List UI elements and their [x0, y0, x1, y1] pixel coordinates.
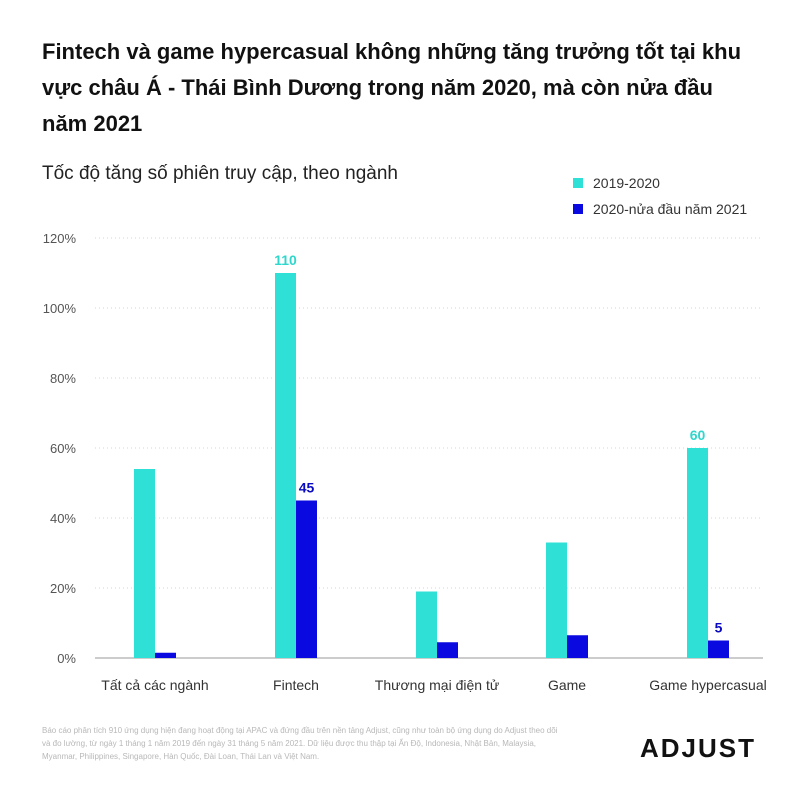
bar-2020-2021 [567, 635, 588, 658]
y-tick-label: 100% [43, 301, 77, 316]
legend-item-2020-2021: 2020-nửa đầu năm 2021 [573, 196, 747, 222]
bar-2020-2021 [296, 500, 317, 658]
data-label: 60 [690, 427, 706, 443]
legend-label-2019-2020: 2019-2020 [593, 175, 660, 191]
bar-2020-2021 [708, 640, 729, 658]
bar-2019-2020 [546, 542, 567, 658]
bar-chart: 0% 20% 40% 60% 80% 100% 120% Tất cả các ngành Fi… [43, 231, 767, 693]
y-tick-label: 120% [43, 231, 77, 246]
legend-label-2020-2021: 2020-nửa đầu năm 2021 [593, 201, 748, 217]
x-tick-label: Thương mại điện tử [375, 677, 499, 693]
bar-2019-2020 [134, 469, 155, 658]
legend: 2019-2020 2020-nửa đầu năm 2021 [573, 170, 747, 222]
bar-2019-2020 [275, 273, 296, 658]
bar-2020-2021 [155, 652, 176, 658]
y-tick-label: 80% [50, 371, 76, 386]
x-tick-label: Tất cả các ngành [101, 677, 208, 693]
data-label: 5 [715, 620, 723, 636]
y-tick-label: 0% [57, 651, 76, 666]
legend-swatch-2020-2021 [573, 204, 583, 214]
legend-item-2019-2020: 2019-2020 [573, 170, 747, 196]
footnote: Báo cáo phân tích 910 ứng dụng hiện đang… [42, 726, 558, 761]
bar-2020-2021 [437, 642, 458, 658]
x-tick-label: Game hypercasual [649, 677, 767, 693]
data-label: 110 [274, 252, 297, 268]
y-tick-label: 20% [50, 581, 76, 596]
y-tick-label: 40% [50, 511, 76, 526]
bar-2019-2020 [687, 448, 708, 658]
bar-2019-2020 [416, 591, 437, 658]
y-tick-label: 60% [50, 441, 76, 456]
legend-swatch-2019-2020 [573, 178, 583, 188]
adjust-logo: ADJUST [640, 733, 757, 763]
data-label: 45 [299, 480, 315, 496]
chart-subtitle: Tốc độ tăng số phiên truy cập, theo ngàn… [42, 163, 398, 184]
x-tick-label: Game [548, 677, 586, 693]
chart-title: Fintech và game hypercasual không những … [42, 39, 742, 136]
x-tick-label: Fintech [273, 677, 319, 693]
